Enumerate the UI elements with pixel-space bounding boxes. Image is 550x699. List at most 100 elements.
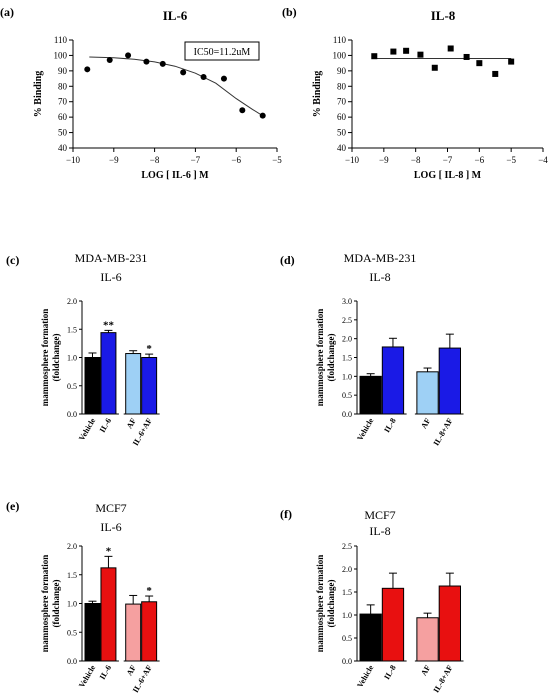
x-tick-label: −5 [272,155,282,165]
data-point [106,57,113,64]
chart-title: MDA-MB-231 [75,251,148,265]
y-tick-label: 100 [333,50,347,60]
y-tick-label: 1.5 [67,325,77,334]
y-tick-label: 100 [54,50,68,60]
bar [438,347,462,415]
chart-subtitle: IL-8 [369,524,390,538]
chart-title: IL-8 [431,8,456,23]
x-tick-label: −8 [411,155,421,165]
data-point [220,75,227,82]
data-point [417,51,424,58]
data-point [431,64,438,71]
ic50-annotation: IC50=11.2uM [194,47,251,58]
y-tick-label: 1.0 [67,354,77,363]
data-point [180,69,187,76]
chart-subtitle: IL-8 [369,270,390,284]
y-tick-label: 80 [58,81,68,91]
x-tick-label: AF [125,663,138,677]
chart-panel-5: (e) MCF7 IL-6 0.0 0.5 1.0 1.5 2.0 mammosphere fo… [6,499,160,694]
data-point [463,53,470,60]
y-tick-label: 0.0 [67,657,77,666]
chart-subtitle: IL-6 [100,270,121,284]
y-axis-label: mammosphere formation [315,555,325,653]
y-tick-label: 0.0 [342,410,352,419]
data-point [143,58,150,65]
y-axis-label: mammosphere formation [40,309,50,407]
y-tick-label: 110 [54,35,68,45]
y-tick-label: 2.0 [342,565,352,574]
y-tick-label: 80 [337,81,347,91]
x-tick-label: IL-8 [382,417,397,435]
y-tick-label: 0.5 [67,382,77,391]
bar [381,346,405,415]
bar [141,357,158,415]
y-tick-label: 0.5 [67,628,77,637]
bar [125,603,142,662]
y-tick-label: 70 [58,97,68,107]
x-tick-label: −10 [66,155,81,165]
x-tick-label: −8 [150,155,160,165]
y-axis-label-unit: (foldchange) [51,334,61,382]
y-tick-label: 0.5 [342,391,352,400]
x-tick-label: Vehicle [355,416,375,442]
chart-panel-2: (b) IL-8 40 50 60 70 80 90 100 110 −10 −9 −8 −7 −6 −5 −4… [282,5,548,181]
data-point [390,48,397,55]
bar [84,603,101,662]
y-tick-label: 1.5 [67,571,77,580]
y-tick-label: 2.0 [67,542,77,551]
y-tick-label: 1.5 [342,588,352,597]
x-tick-label: −6 [231,155,241,165]
chart-title: MCF7 [364,508,395,522]
data-point [476,60,483,67]
x-tick-label: Vehicle [77,663,97,689]
y-tick-label: 2.0 [67,297,77,306]
x-tick-label: −9 [109,155,119,165]
x-tick-label: −9 [379,155,389,165]
significance-marker: ** [103,319,115,331]
y-tick-label: 1.0 [67,600,77,609]
y-tick-label: 110 [333,35,347,45]
chart-panel-1: (a) IL-6 40 50 60 70 80 90 100 110 −10 −9 −8 −7 −6 −5 LO… [0,5,282,181]
panel-letter: (c) [6,253,19,267]
y-axis-label: % Binding [33,71,44,117]
y-axis-label-unit: (foldchange) [326,580,336,628]
y-tick-label: 0.0 [67,410,77,419]
x-tick-label: IL-8+AF [432,663,455,694]
y-tick-label: 50 [337,128,347,138]
x-tick-label: −7 [191,155,201,165]
significance-marker: * [146,585,152,597]
y-tick-label: 0.5 [342,634,352,643]
bar [100,332,117,415]
x-tick-label: IL-8 [382,664,397,682]
chart-title: MCF7 [95,501,126,515]
bar [438,585,462,662]
data-point [125,52,132,59]
x-tick-label: −4 [538,155,548,165]
bar [381,587,405,662]
annotation-box [184,41,260,61]
bar [416,617,439,662]
bar [359,613,382,662]
data-point [403,47,410,54]
x-tick-label: Vehicle [77,416,97,442]
x-tick-label: AF [125,416,138,430]
y-tick-label: 1.5 [342,354,352,363]
x-tick-label: −10 [345,155,360,165]
chart-panel-6: (f) MCF7 IL-8 0.0 0.5 1.0 1.5 2.0 2.5 mammosphere… [280,507,464,694]
y-tick-label: 90 [58,66,68,76]
data-point [200,74,207,81]
bar [416,371,439,415]
data-point [492,70,499,77]
y-axis-label-unit: (foldchange) [51,580,61,628]
chart-panel-3: (c) MDA-MB-231 IL-6 0.0 0.5 1.0 1.5 2.0 mammosph… [6,251,160,447]
x-tick-label: −7 [443,155,453,165]
x-tick-label: IL-6 [98,417,113,435]
y-tick-label: 2.5 [342,316,352,325]
chart-title: MDA-MB-231 [344,251,417,265]
significance-marker: * [146,343,152,355]
data-point [447,45,454,52]
panel-letter: (a) [0,5,14,19]
bar [100,567,117,662]
bar [125,353,142,415]
